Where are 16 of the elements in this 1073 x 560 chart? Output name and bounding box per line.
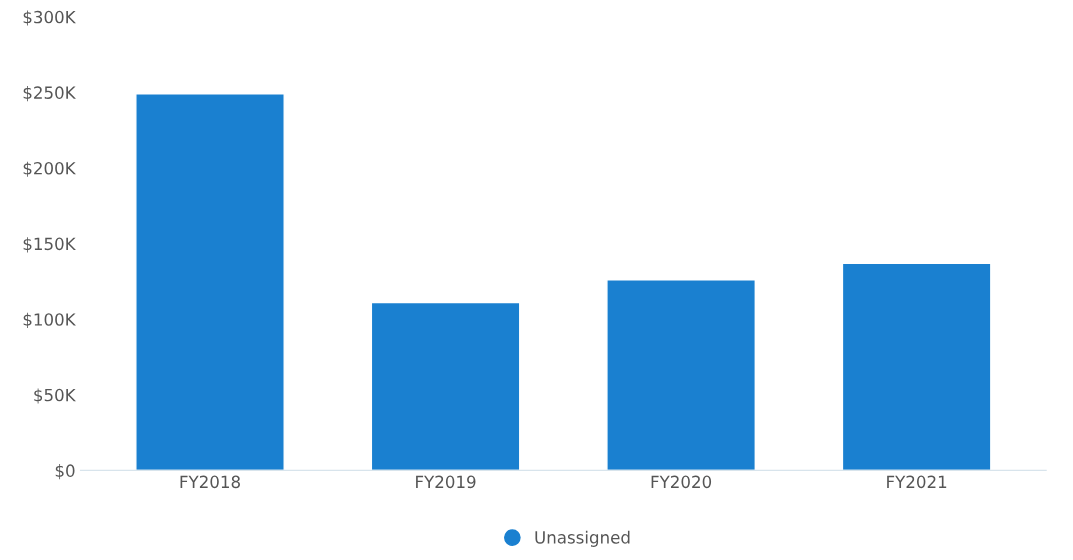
bar	[370, 301, 521, 471]
x-tick-label: FY2021	[887, 475, 947, 489]
y-tick-label: $250K	[23, 86, 76, 102]
bar	[841, 262, 992, 471]
x-tick-label: FY2020	[651, 475, 712, 489]
legend-label: Unassigned	[535, 530, 630, 547]
bar	[606, 279, 756, 471]
y-tick-label: $50K	[34, 388, 76, 404]
y-tick-label: $100K	[23, 312, 76, 328]
y-tick-label: $150K	[23, 237, 76, 253]
x-tick-label: FY2018	[180, 475, 240, 489]
x-tick-label: FY2019	[416, 475, 476, 489]
y-tick-label: $0	[55, 464, 75, 480]
bar	[135, 93, 285, 471]
y-tick-label: $200K	[23, 161, 76, 177]
y-tick-label: $300K	[23, 10, 76, 26]
